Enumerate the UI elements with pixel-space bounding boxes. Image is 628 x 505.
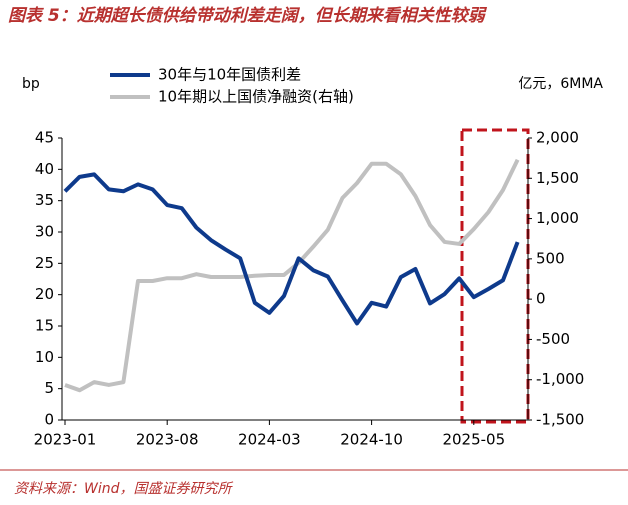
series-line bbox=[64, 158, 520, 393]
y-tick-label: 20 bbox=[35, 285, 54, 303]
y2-tick-label: 1,000 bbox=[536, 209, 579, 227]
y2-tick-label: 2,000 bbox=[536, 129, 579, 147]
y2-axis-label: 亿元，6MMA bbox=[518, 76, 603, 92]
legend-label: 30年与10年国债利差 bbox=[158, 66, 301, 84]
y2-tick-label: -1,500 bbox=[536, 411, 584, 429]
legend-label: 10年期以上国债净融资(右轴) bbox=[158, 88, 354, 106]
y-tick-label: 0 bbox=[44, 411, 54, 429]
y-tick-label: 25 bbox=[35, 254, 54, 272]
highlight-box bbox=[460, 128, 530, 424]
y-tick-label: 10 bbox=[35, 348, 54, 366]
chart-title: 图表 5：近期超长债供给带动利差走阔，但长期来看相关性较弱 bbox=[8, 6, 485, 26]
y2-tick-label: -500 bbox=[536, 330, 570, 348]
y-tick-label: 30 bbox=[35, 223, 54, 241]
y-tick-label: 35 bbox=[35, 191, 54, 209]
x-tick-label: 2024-03 bbox=[238, 431, 301, 449]
y2-tick-label: -1,000 bbox=[536, 370, 584, 388]
y2-tick-label: 1,500 bbox=[536, 169, 579, 187]
y-tick-label: 15 bbox=[35, 317, 54, 335]
x-tick-label: 2023-01 bbox=[34, 431, 97, 449]
y-tick-label: 45 bbox=[35, 129, 54, 147]
source: 资料来源：Wind，国盛证券研究所 bbox=[14, 481, 232, 497]
x-tick-label: 2025-05 bbox=[442, 431, 505, 449]
y2-tick-label: 0 bbox=[536, 290, 546, 308]
y2-tick-label: 500 bbox=[536, 249, 565, 267]
series-line bbox=[63, 172, 520, 326]
y-tick-label: 5 bbox=[44, 379, 54, 397]
y-tick-label: 40 bbox=[35, 160, 54, 178]
y-axis-label: bp bbox=[22, 76, 40, 92]
x-tick-label: 2024-10 bbox=[340, 431, 403, 449]
x-tick-label: 2023-08 bbox=[136, 431, 199, 449]
